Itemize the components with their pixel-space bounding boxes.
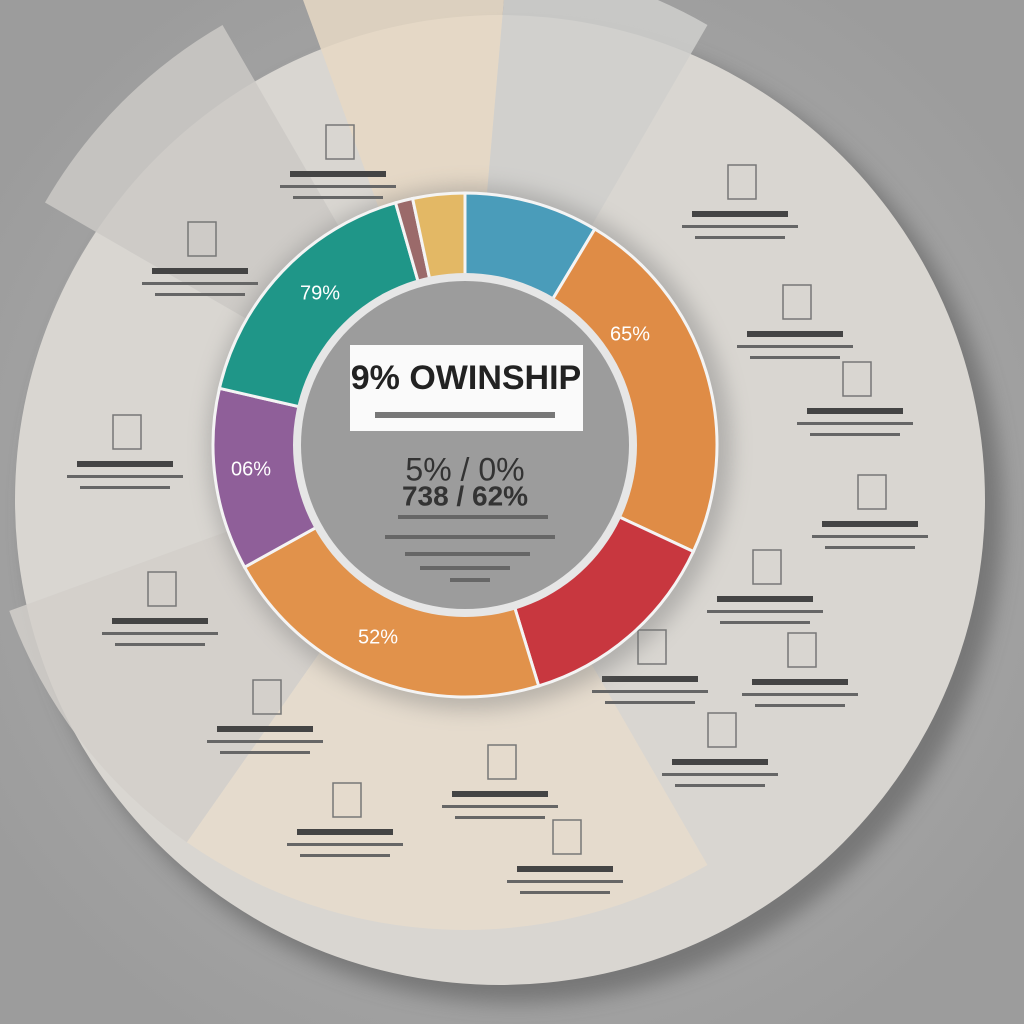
title: 9% OWINSHIP [351,359,581,397]
label-line [115,643,205,646]
icon [325,124,355,160]
label-line [592,690,708,693]
icon [187,221,217,257]
icon [787,632,817,668]
icon [552,819,582,855]
segment-label: 79% [300,282,340,304]
label-line [662,773,778,776]
label-line [142,282,258,285]
label-line [102,632,218,635]
label-line [810,433,900,436]
label-line [682,225,798,228]
label-line [737,345,853,348]
label-line [812,535,928,538]
icon [252,679,282,715]
inner-disc [301,281,629,609]
icon [332,782,362,818]
label-line [602,676,698,682]
label-blocks [67,124,928,894]
label-line [293,196,383,199]
title-underline [375,412,555,418]
label-line [807,408,903,414]
label-line [207,740,323,743]
label-line [507,880,623,883]
center-line: 5% / 0% [405,451,524,487]
label-line [520,891,610,894]
label-line [155,293,245,296]
label-line [220,751,310,754]
label-line [822,521,918,527]
label-line [287,843,403,846]
label-line [605,701,695,704]
center-fine-print [385,515,555,582]
label-line [290,171,386,177]
donut [211,191,719,699]
label-line [742,693,858,696]
label-line [797,422,913,425]
label-line [280,185,396,188]
label-line [752,679,848,685]
icon [147,571,177,607]
center-line: 738 / 62% [402,480,528,511]
label-line [672,759,768,765]
label-line [452,791,548,797]
label-line [717,596,813,602]
icon [487,744,517,780]
label-line [755,704,845,707]
label-line [80,486,170,489]
segment-label: 65% [610,323,650,345]
icon [842,361,872,397]
label-line [217,726,313,732]
label-line [300,854,390,857]
segment-label: 06% [231,458,271,480]
label-line [707,610,823,613]
label-line [67,475,183,478]
icon [727,164,757,200]
label-line [750,356,840,359]
label-line [517,866,613,872]
icon [857,474,887,510]
label-line [442,805,558,808]
label-line [825,546,915,549]
label-line [675,784,765,787]
icon [782,284,812,320]
label-line [77,461,173,467]
icon [112,414,142,450]
label-line [112,618,208,624]
label-line [720,621,810,624]
label-line [695,236,785,239]
segment-label: 52% [358,626,398,648]
label-line [692,211,788,217]
label-line [455,816,545,819]
label-line [152,268,248,274]
icon [752,549,782,585]
label-line [297,829,393,835]
icon [707,712,737,748]
label-line [747,331,843,337]
